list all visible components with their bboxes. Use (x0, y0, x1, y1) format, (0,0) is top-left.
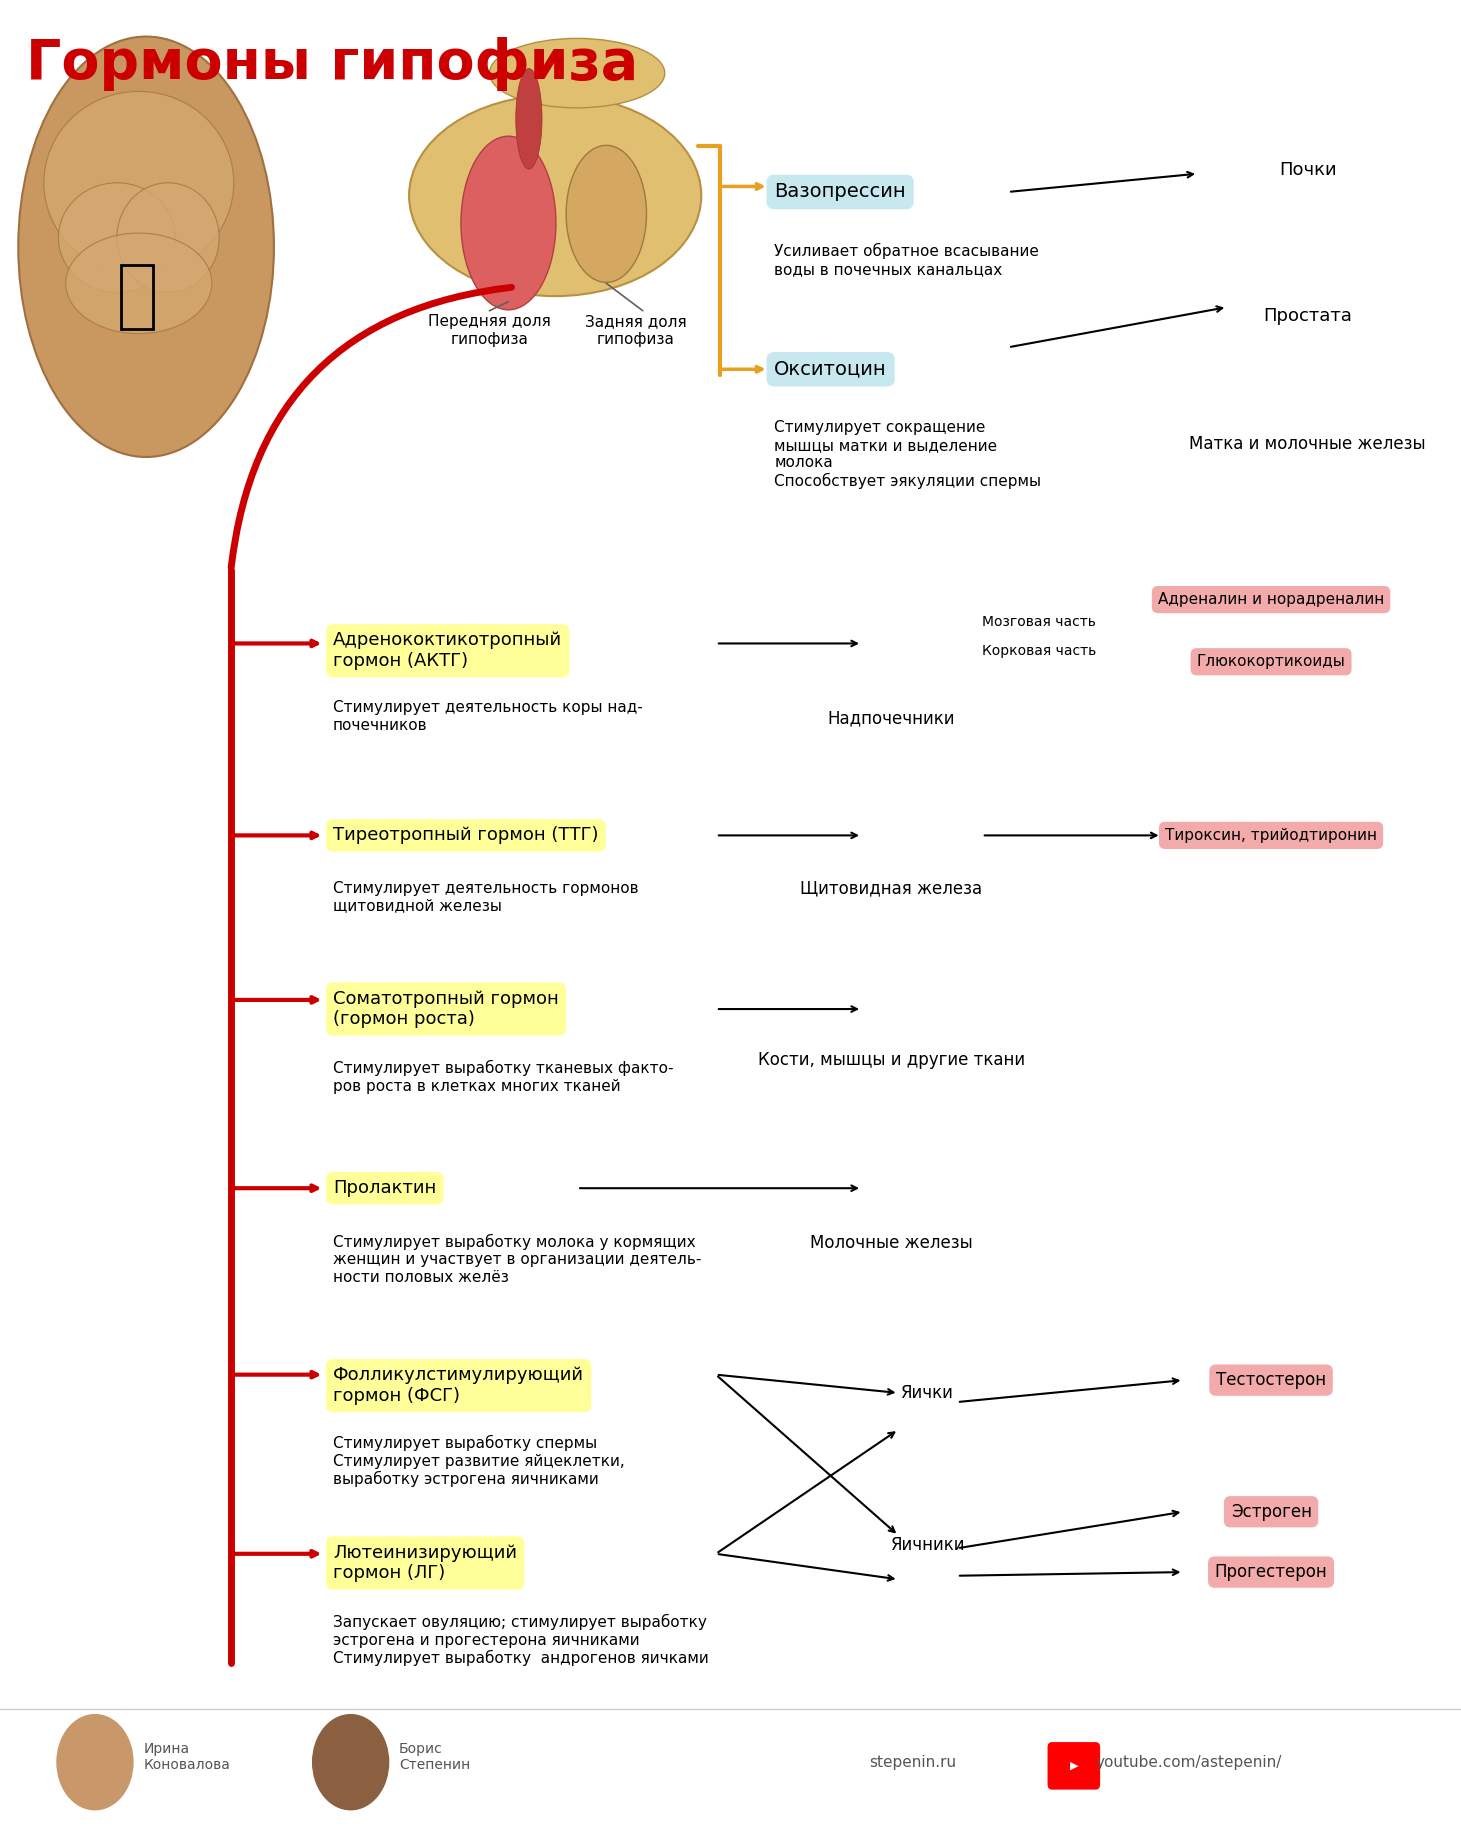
Ellipse shape (460, 137, 555, 309)
Text: Щитовидная железа: Щитовидная железа (801, 879, 982, 898)
Text: stepenin.ru: stepenin.ru (869, 1755, 957, 1770)
Ellipse shape (516, 68, 542, 170)
Text: Эстроген: Эстроген (1230, 1503, 1312, 1521)
Text: Передняя доля
гипофиза: Передняя доля гипофиза (428, 314, 551, 347)
Text: Запускает овуляцию; стимулирует выработку
эстрогена и прогестерона яичниками
Сти: Запускает овуляцию; стимулирует выработк… (333, 1614, 709, 1667)
Text: Адренококтикотропный
гормон (АКТГ): Адренококтикотропный гормон (АКТГ) (333, 631, 562, 671)
Text: Фолликулстимулирующий
гормон (ФСГ): Фолликулстимулирующий гормон (ФСГ) (333, 1366, 584, 1406)
Text: Вазопрессин: Вазопрессин (774, 183, 906, 201)
Text: Стимулирует деятельность коры над-
почечников: Стимулирует деятельность коры над- почеч… (333, 700, 643, 733)
Text: Стимулирует деятельность гормонов
щитовидной железы: Стимулирует деятельность гормонов щитови… (333, 881, 638, 914)
Text: Надпочечники: Надпочечники (827, 709, 955, 728)
Text: Матка и молочные железы: Матка и молочные железы (1189, 435, 1426, 453)
Text: Стимулирует выработку спермы
Стимулирует развитие яйцеклетки,
выработку эстроген: Стимулирует выработку спермы Стимулирует… (333, 1435, 625, 1488)
Ellipse shape (489, 38, 665, 108)
Ellipse shape (58, 183, 175, 292)
Text: Прогестерон: Прогестерон (1214, 1563, 1328, 1581)
Ellipse shape (565, 146, 646, 282)
Text: Яички: Яички (901, 1384, 954, 1402)
Text: Молочные железы: Молочные железы (809, 1234, 973, 1252)
Text: Корковая часть: Корковая часть (982, 643, 1096, 658)
FancyBboxPatch shape (1048, 1742, 1100, 1790)
Text: Окситоцин: Окситоцин (774, 360, 887, 378)
Text: Простата: Простата (1264, 307, 1351, 325)
Text: Борис
Степенин: Борис Степенин (399, 1742, 470, 1773)
Text: Стимулирует выработку молока у кормящих
женщин и участвует в организации деятель: Стимулирует выработку молока у кормящих … (333, 1234, 701, 1285)
Text: Ирина
Коновалова: Ирина Коновалова (143, 1742, 229, 1773)
Text: Тироксин, трийодтиронин: Тироксин, трийодтиронин (1164, 828, 1378, 843)
Ellipse shape (19, 37, 275, 457)
Text: Лютеинизирующий
гормон (ЛГ): Лютеинизирующий гормон (ЛГ) (333, 1543, 517, 1583)
Text: Яичники: Яичники (891, 1536, 964, 1554)
Ellipse shape (66, 234, 212, 335)
Text: youtube.com/astepenin/: youtube.com/astepenin/ (1096, 1755, 1283, 1770)
Text: Гормоны гипофиза: Гормоны гипофиза (26, 37, 638, 91)
Text: Глюкокортикоиды: Глюкокортикоиды (1197, 654, 1346, 669)
Text: Усиливает обратное всасывание
воды в почечных канальцах: Усиливает обратное всасывание воды в поч… (774, 243, 1039, 276)
Text: Мозговая часть: Мозговая часть (982, 614, 1096, 629)
Text: Кости, мышцы и другие ткани: Кости, мышцы и другие ткани (758, 1051, 1024, 1069)
Text: Почки: Почки (1278, 161, 1337, 179)
Text: Соматотропный гормон
(гормон роста): Соматотропный гормон (гормон роста) (333, 989, 560, 1029)
Circle shape (57, 1715, 133, 1810)
Ellipse shape (117, 183, 219, 292)
Text: Пролактин: Пролактин (333, 1179, 437, 1197)
Text: Тиреотропный гормон (ТТГ): Тиреотропный гормон (ТТГ) (333, 826, 599, 845)
Circle shape (313, 1715, 389, 1810)
Text: Стимулирует выработку тканевых факто-
ров роста в клетках многих тканей: Стимулирует выработку тканевых факто- ро… (333, 1060, 674, 1093)
Ellipse shape (44, 91, 234, 274)
Ellipse shape (409, 95, 701, 296)
Text: Стимулирует сокращение
мышцы матки и выделение
молока
Способствует эякуляции спе: Стимулирует сокращение мышцы матки и выд… (774, 420, 1042, 490)
Text: Задняя доля
гипофиза: Задняя доля гипофиза (584, 314, 687, 347)
Text: Тестостерон: Тестостерон (1216, 1371, 1327, 1389)
Text: ▶: ▶ (1069, 1760, 1078, 1771)
Text: Адреналин и норадреналин: Адреналин и норадреналин (1159, 592, 1384, 607)
